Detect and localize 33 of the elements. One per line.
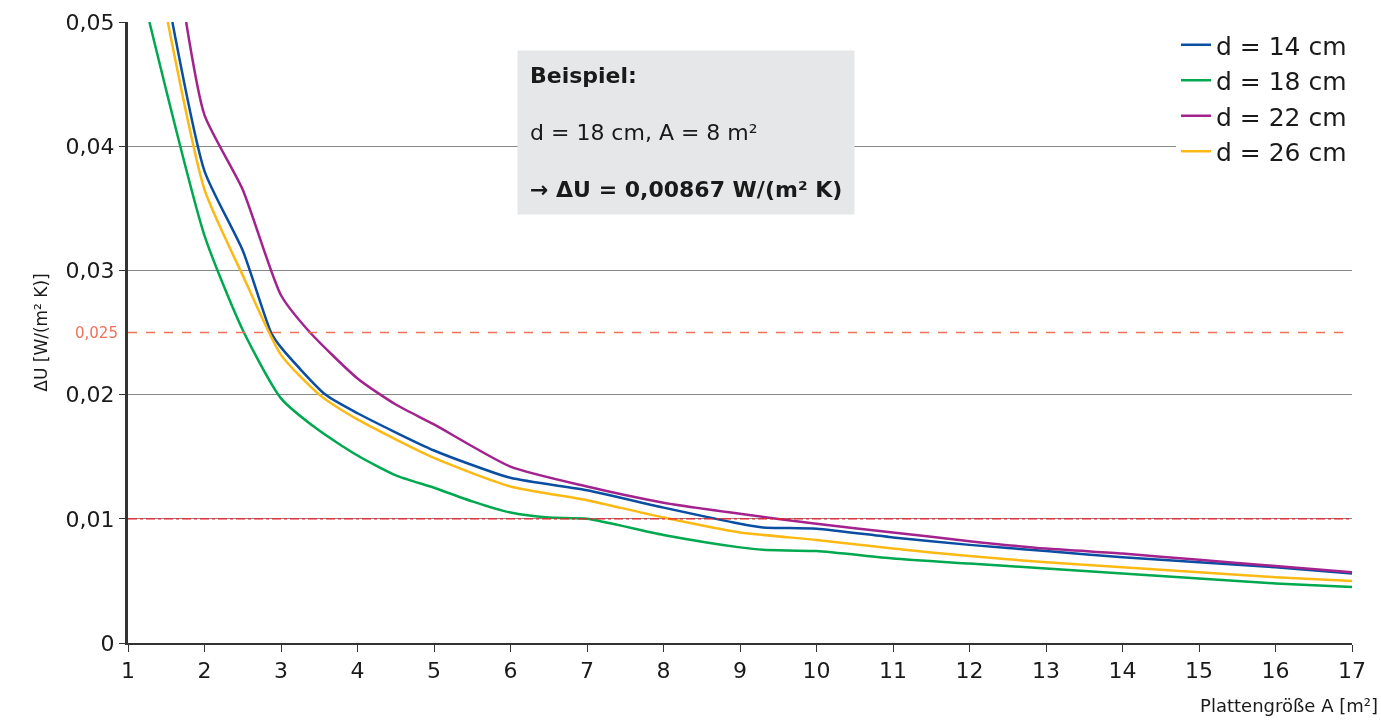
y-tick-label: 0,03	[65, 258, 115, 284]
y-tick-label: 0,01	[65, 506, 115, 532]
annotation: d = 18 cm, A = 8 m²	[530, 120, 758, 146]
ref-line-label: 0,025	[75, 324, 118, 342]
y-axis-title: ΔU [W/(m² K)]	[31, 273, 52, 392]
x-tick-label: 17	[1338, 658, 1366, 684]
x-tick-label: 4	[350, 658, 365, 684]
x-axis-title: Plattengröße A [m²]	[1200, 695, 1378, 716]
legend-label: d = 14 cm	[1216, 31, 1347, 61]
y-tick-label: 0,02	[65, 382, 115, 408]
legend-label: d = 22 cm	[1216, 102, 1347, 132]
x-tick-label: 8	[656, 658, 671, 684]
legend-label: d = 26 cm	[1216, 138, 1347, 167]
x-tick-label: 7	[580, 658, 594, 684]
x-tick-label: 9	[733, 658, 747, 684]
x-tick-label: 1	[121, 658, 135, 684]
x-tick-label: 11	[879, 658, 907, 684]
legend-label: d = 18 cm	[1216, 67, 1347, 96]
x-tick-label: 10	[802, 658, 831, 684]
x-tick-label: 14	[1108, 658, 1137, 684]
x-tick-label: 5	[427, 658, 441, 684]
y-tick-label: 0	[100, 630, 115, 656]
x-tick-label: 15	[1185, 658, 1213, 684]
x-tick-label: 13	[1032, 658, 1060, 684]
y-tick-label: 0,05	[65, 9, 115, 35]
x-tick-label: 16	[1261, 658, 1290, 684]
x-tick-label: 12	[955, 658, 984, 684]
x-tick-label: 2	[197, 658, 212, 684]
annotation: → ΔU = 0,00867 W/(m² K)	[530, 177, 843, 203]
x-tick-label: 6	[503, 658, 518, 684]
y-tick-label: 0,04	[65, 133, 115, 159]
x-tick-label: 3	[274, 658, 288, 684]
annotation: Beispiel:	[530, 63, 637, 88]
